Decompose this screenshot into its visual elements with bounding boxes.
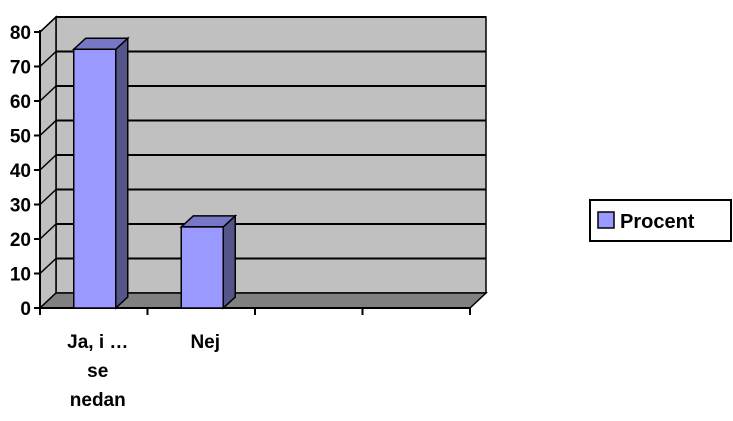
bars bbox=[71, 36, 238, 310]
y-tick-label: 40 bbox=[10, 161, 31, 182]
y-tick-label: 0 bbox=[20, 299, 31, 320]
x-category-label: se bbox=[87, 361, 108, 382]
gridline-diagonal bbox=[39, 50, 57, 68]
x-tick-labels: Ja, i … se nedan Nej bbox=[67, 332, 220, 411]
bar-side bbox=[222, 214, 236, 310]
gridline-diagonal bbox=[39, 257, 57, 275]
y-tick-label: 60 bbox=[10, 92, 31, 113]
y-tick-label: 20 bbox=[10, 230, 31, 251]
bar-1 bbox=[71, 36, 130, 310]
y-tick-label: 70 bbox=[10, 58, 31, 79]
gridline-diagonal bbox=[39, 16, 57, 33]
y-tick-label: 30 bbox=[10, 196, 31, 217]
bar-front bbox=[180, 226, 224, 309]
legend-label-procent: Procent bbox=[620, 211, 695, 233]
gridline-diagonal bbox=[39, 85, 57, 102]
y-tick-label: 80 bbox=[10, 23, 31, 44]
legend: Procent bbox=[589, 199, 732, 242]
bar-2 bbox=[179, 214, 238, 310]
bar-front bbox=[73, 48, 117, 309]
x-category-label: Ja, i … bbox=[67, 332, 128, 353]
gridline-diagonal bbox=[39, 223, 57, 240]
legend-swatch-procent bbox=[597, 211, 615, 229]
gridline-diagonal bbox=[39, 154, 57, 171]
gridline-diagonal bbox=[39, 188, 57, 206]
bar-side bbox=[115, 36, 129, 310]
gridline-diagonal bbox=[39, 119, 57, 137]
x-category-label: Nej bbox=[190, 332, 220, 353]
y-tick-label: 50 bbox=[10, 127, 31, 148]
x-category-label: nedan bbox=[70, 390, 126, 411]
y-tick-label: 10 bbox=[10, 265, 31, 286]
y-tick-labels: 0 10 20 30 40 50 60 70 80 bbox=[10, 23, 31, 320]
